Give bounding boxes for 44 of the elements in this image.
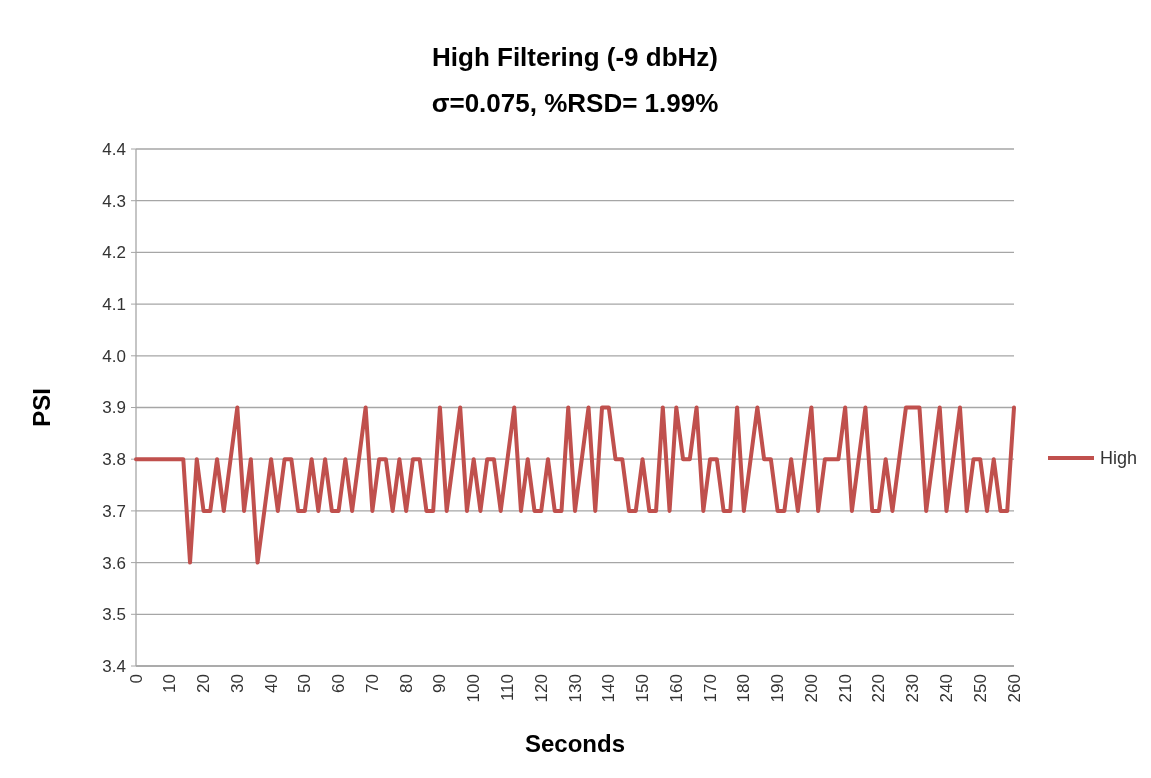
x-tick-label: 160: [666, 674, 686, 703]
x-tick-label: 110: [497, 674, 517, 702]
x-tick-label: 60: [329, 674, 349, 693]
x-tick-label: 150: [633, 674, 653, 703]
x-tick-label: 130: [565, 674, 585, 703]
y-tick-label: 4.1: [102, 295, 126, 315]
legend-label: High: [1100, 448, 1138, 469]
y-tick-label: 4.0: [102, 346, 126, 366]
y-tick-label: 4.3: [102, 191, 126, 211]
x-tick-label: 260: [1004, 674, 1024, 703]
x-tick-label: 190: [768, 674, 788, 703]
y-tick-label: 3.4: [102, 656, 126, 676]
y-tick-label: 3.7: [102, 501, 126, 521]
x-tick-label: 70: [362, 674, 382, 693]
x-tick-label: 170: [700, 674, 720, 703]
y-tick-label: 3.8: [102, 450, 126, 470]
x-tick-label: 240: [936, 674, 956, 703]
x-tick-label: 50: [295, 674, 315, 693]
y-axis-title: PSI: [28, 388, 55, 427]
y-tick-label: 4.2: [102, 243, 126, 263]
x-tick-label: 10: [160, 674, 180, 693]
y-tick-label: 3.5: [102, 605, 126, 625]
y-tick-label: 4.4: [102, 139, 126, 159]
x-axis-title: Seconds: [524, 730, 626, 757]
x-tick-label: 120: [531, 674, 551, 703]
chart-subtitle: σ=0.075, %RSD= 1.99%: [431, 88, 719, 118]
y-tick-label: 3.6: [102, 553, 126, 573]
x-tick-label: 0: [126, 674, 146, 684]
x-tick-label: 140: [599, 674, 619, 703]
x-tick-label: 180: [734, 674, 754, 703]
x-tick-label: 90: [430, 674, 450, 693]
x-tick-label: 30: [227, 674, 247, 693]
x-tick-label: 20: [194, 674, 214, 693]
x-tick-label: 40: [261, 674, 281, 693]
x-tick-label: 100: [464, 674, 484, 703]
x-tick-label: 200: [801, 674, 821, 703]
x-tick-label: 210: [835, 674, 855, 703]
y-tick-label: 3.9: [102, 398, 126, 418]
x-tick-label: 220: [869, 674, 889, 703]
x-tick-label: 250: [970, 674, 990, 703]
line-series: [134, 405, 1016, 565]
chart-title: High Filtering (-9 dbHz): [432, 42, 718, 72]
x-tick-label: 80: [396, 674, 416, 693]
x-tick-label: 230: [903, 674, 923, 703]
